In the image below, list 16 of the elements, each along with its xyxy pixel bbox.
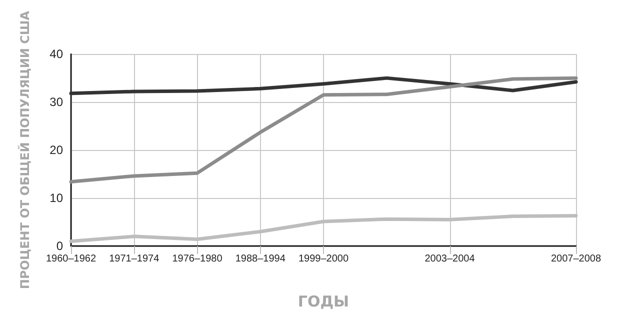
x-tick-label: 1971–1974 xyxy=(109,254,160,264)
line-series xyxy=(69,76,578,96)
line-series xyxy=(69,76,578,184)
x-tick-label: 2003–2004 xyxy=(424,254,476,264)
x-tick-label: 2007–2008 xyxy=(550,254,602,264)
x-tick-label: 1988–1994 xyxy=(235,254,286,264)
y-axis-title: ПРОЦЕНТ ОТ ОБЩЕЙ ПОПУЛЯЦИИ США xyxy=(17,10,32,290)
x-tick-label: 1976–1980 xyxy=(172,254,223,264)
x-tick-label: 1999–2000 xyxy=(298,254,349,264)
y-tick-label: 10 xyxy=(50,191,64,206)
x-tick-label: 1960–1962 xyxy=(46,254,96,264)
y-tick-label: 30 xyxy=(50,95,64,110)
y-tick-label: 40 xyxy=(50,47,64,62)
x-axis-title: ГОДЫ xyxy=(298,292,350,310)
y-tick-label: 20 xyxy=(50,143,64,158)
y-tick-label: 0 xyxy=(56,239,64,253)
